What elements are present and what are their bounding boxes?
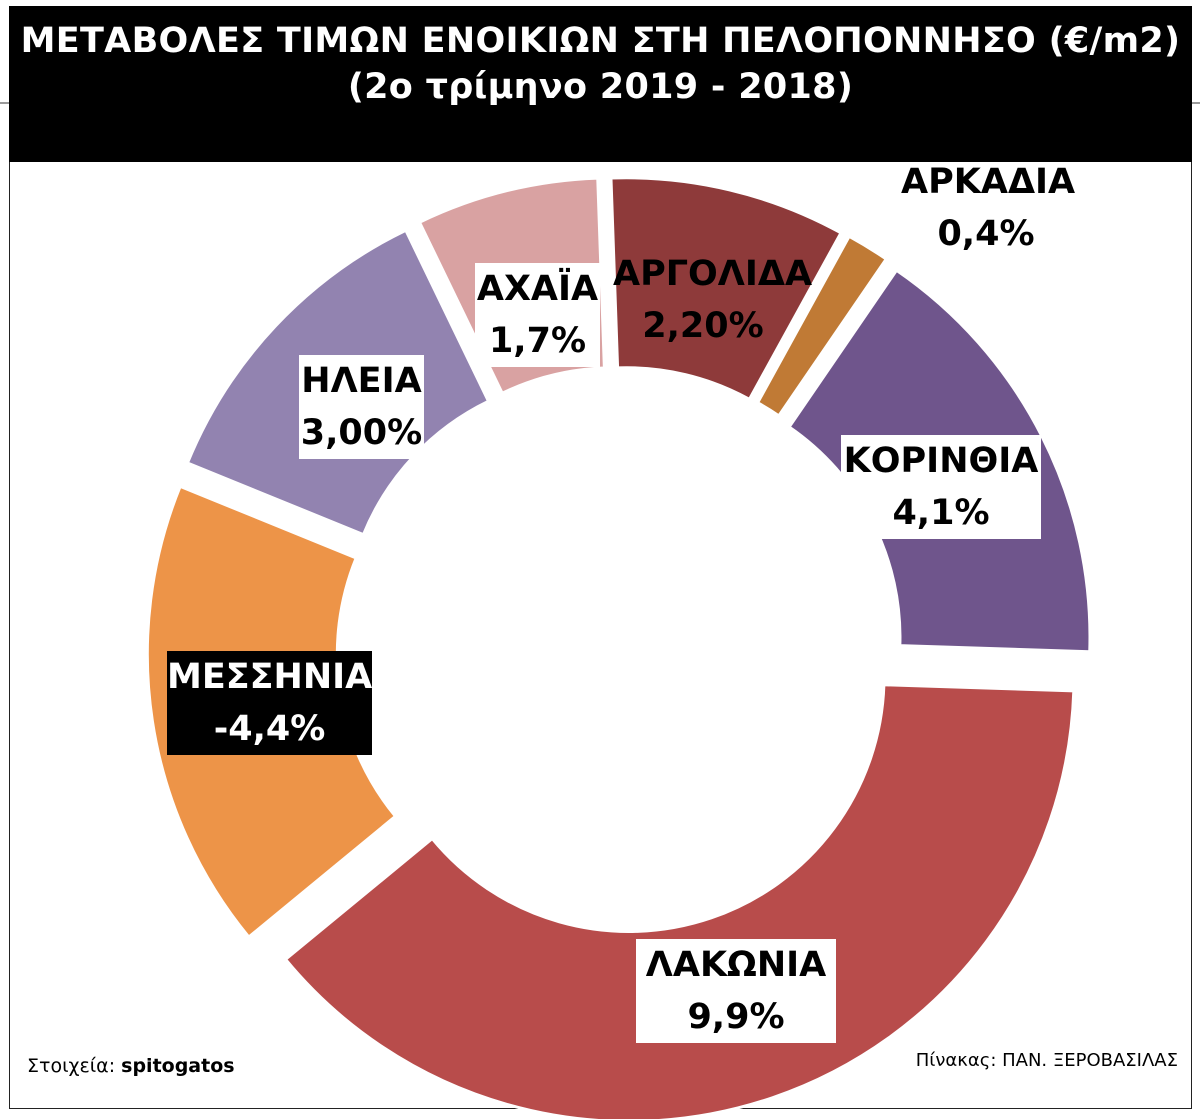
chart-header: ΜΕΤΑΒΟΛΕΣ ΤΙΜΩΝ ΕΝΟΙΚΙΩΝ ΣΤΗ ΠΕΛΟΠΟΝΝΗΣΟ…: [9, 6, 1192, 162]
slice-2: [755, 234, 889, 418]
slice-4: [283, 683, 1076, 1119]
slice-1: [609, 176, 844, 402]
slice-label-6: ΗΛΕΙΑ 3,00%: [299, 355, 424, 459]
slice-name: ΑΡΚΑΔΙΑ: [901, 162, 1076, 202]
source-prefix: Στοιχεία:: [27, 1055, 122, 1077]
slice-value: -4,4%: [213, 709, 326, 749]
slice-name: ΛΑΚΩΝΙΑ: [645, 945, 827, 985]
credit-note: Πίνακας: ΠΑΝ. ΞΕΡΟΒΑΣΙΛΑΣ: [915, 1050, 1178, 1071]
chart-subtitle: (2ο τρίμηνο 2019 - 2018): [347, 67, 854, 107]
slice-name: ΑΡΓΟΛΙΔΑ: [613, 254, 813, 294]
source-note: Στοιχεία: spitogatos: [27, 1055, 235, 1077]
slice-label-5: ΜΕΣΣΗΝΙΑ -4,4%: [167, 651, 372, 755]
slice-name: ΗΛΕΙΑ: [301, 361, 422, 401]
slice-value: 4,1%: [892, 493, 990, 533]
slice-name: ΜΕΣΣΗΝΙΑ: [167, 657, 373, 697]
source-name: spitogatos: [121, 1055, 235, 1077]
slice-label-1: ΑΡΓΟΛΙΔΑ 2,20%: [613, 248, 813, 352]
slice-label-2: ΑΡΚΑΔΙΑ 0,4%: [901, 156, 1076, 260]
slice-name: ΚΟΡΙΝΘΙΑ: [843, 441, 1039, 481]
slice-name: ΑΧΑΪΑ: [476, 269, 599, 309]
slice-value: 1,7%: [488, 321, 587, 361]
slice-value: 0,4%: [937, 214, 1035, 254]
slice-value: 3,00%: [300, 413, 423, 453]
slice-value: 9,9%: [687, 997, 785, 1037]
chart-title: ΜΕΤΑΒΟΛΕΣ ΤΙΜΩΝ ΕΝΟΙΚΙΩΝ ΣΤΗ ΠΕΛΟΠΟΝΝΗΣΟ…: [20, 21, 1181, 61]
slice-label-3: ΚΟΡΙΝΘΙΑ 4,1%: [841, 435, 1041, 539]
slice-value: 2,20%: [642, 306, 764, 346]
slice-label-7: ΑΧΑΪΑ 1,7%: [475, 263, 600, 367]
slice-label-4: ΛΑΚΩΝΙΑ 9,9%: [636, 939, 836, 1043]
